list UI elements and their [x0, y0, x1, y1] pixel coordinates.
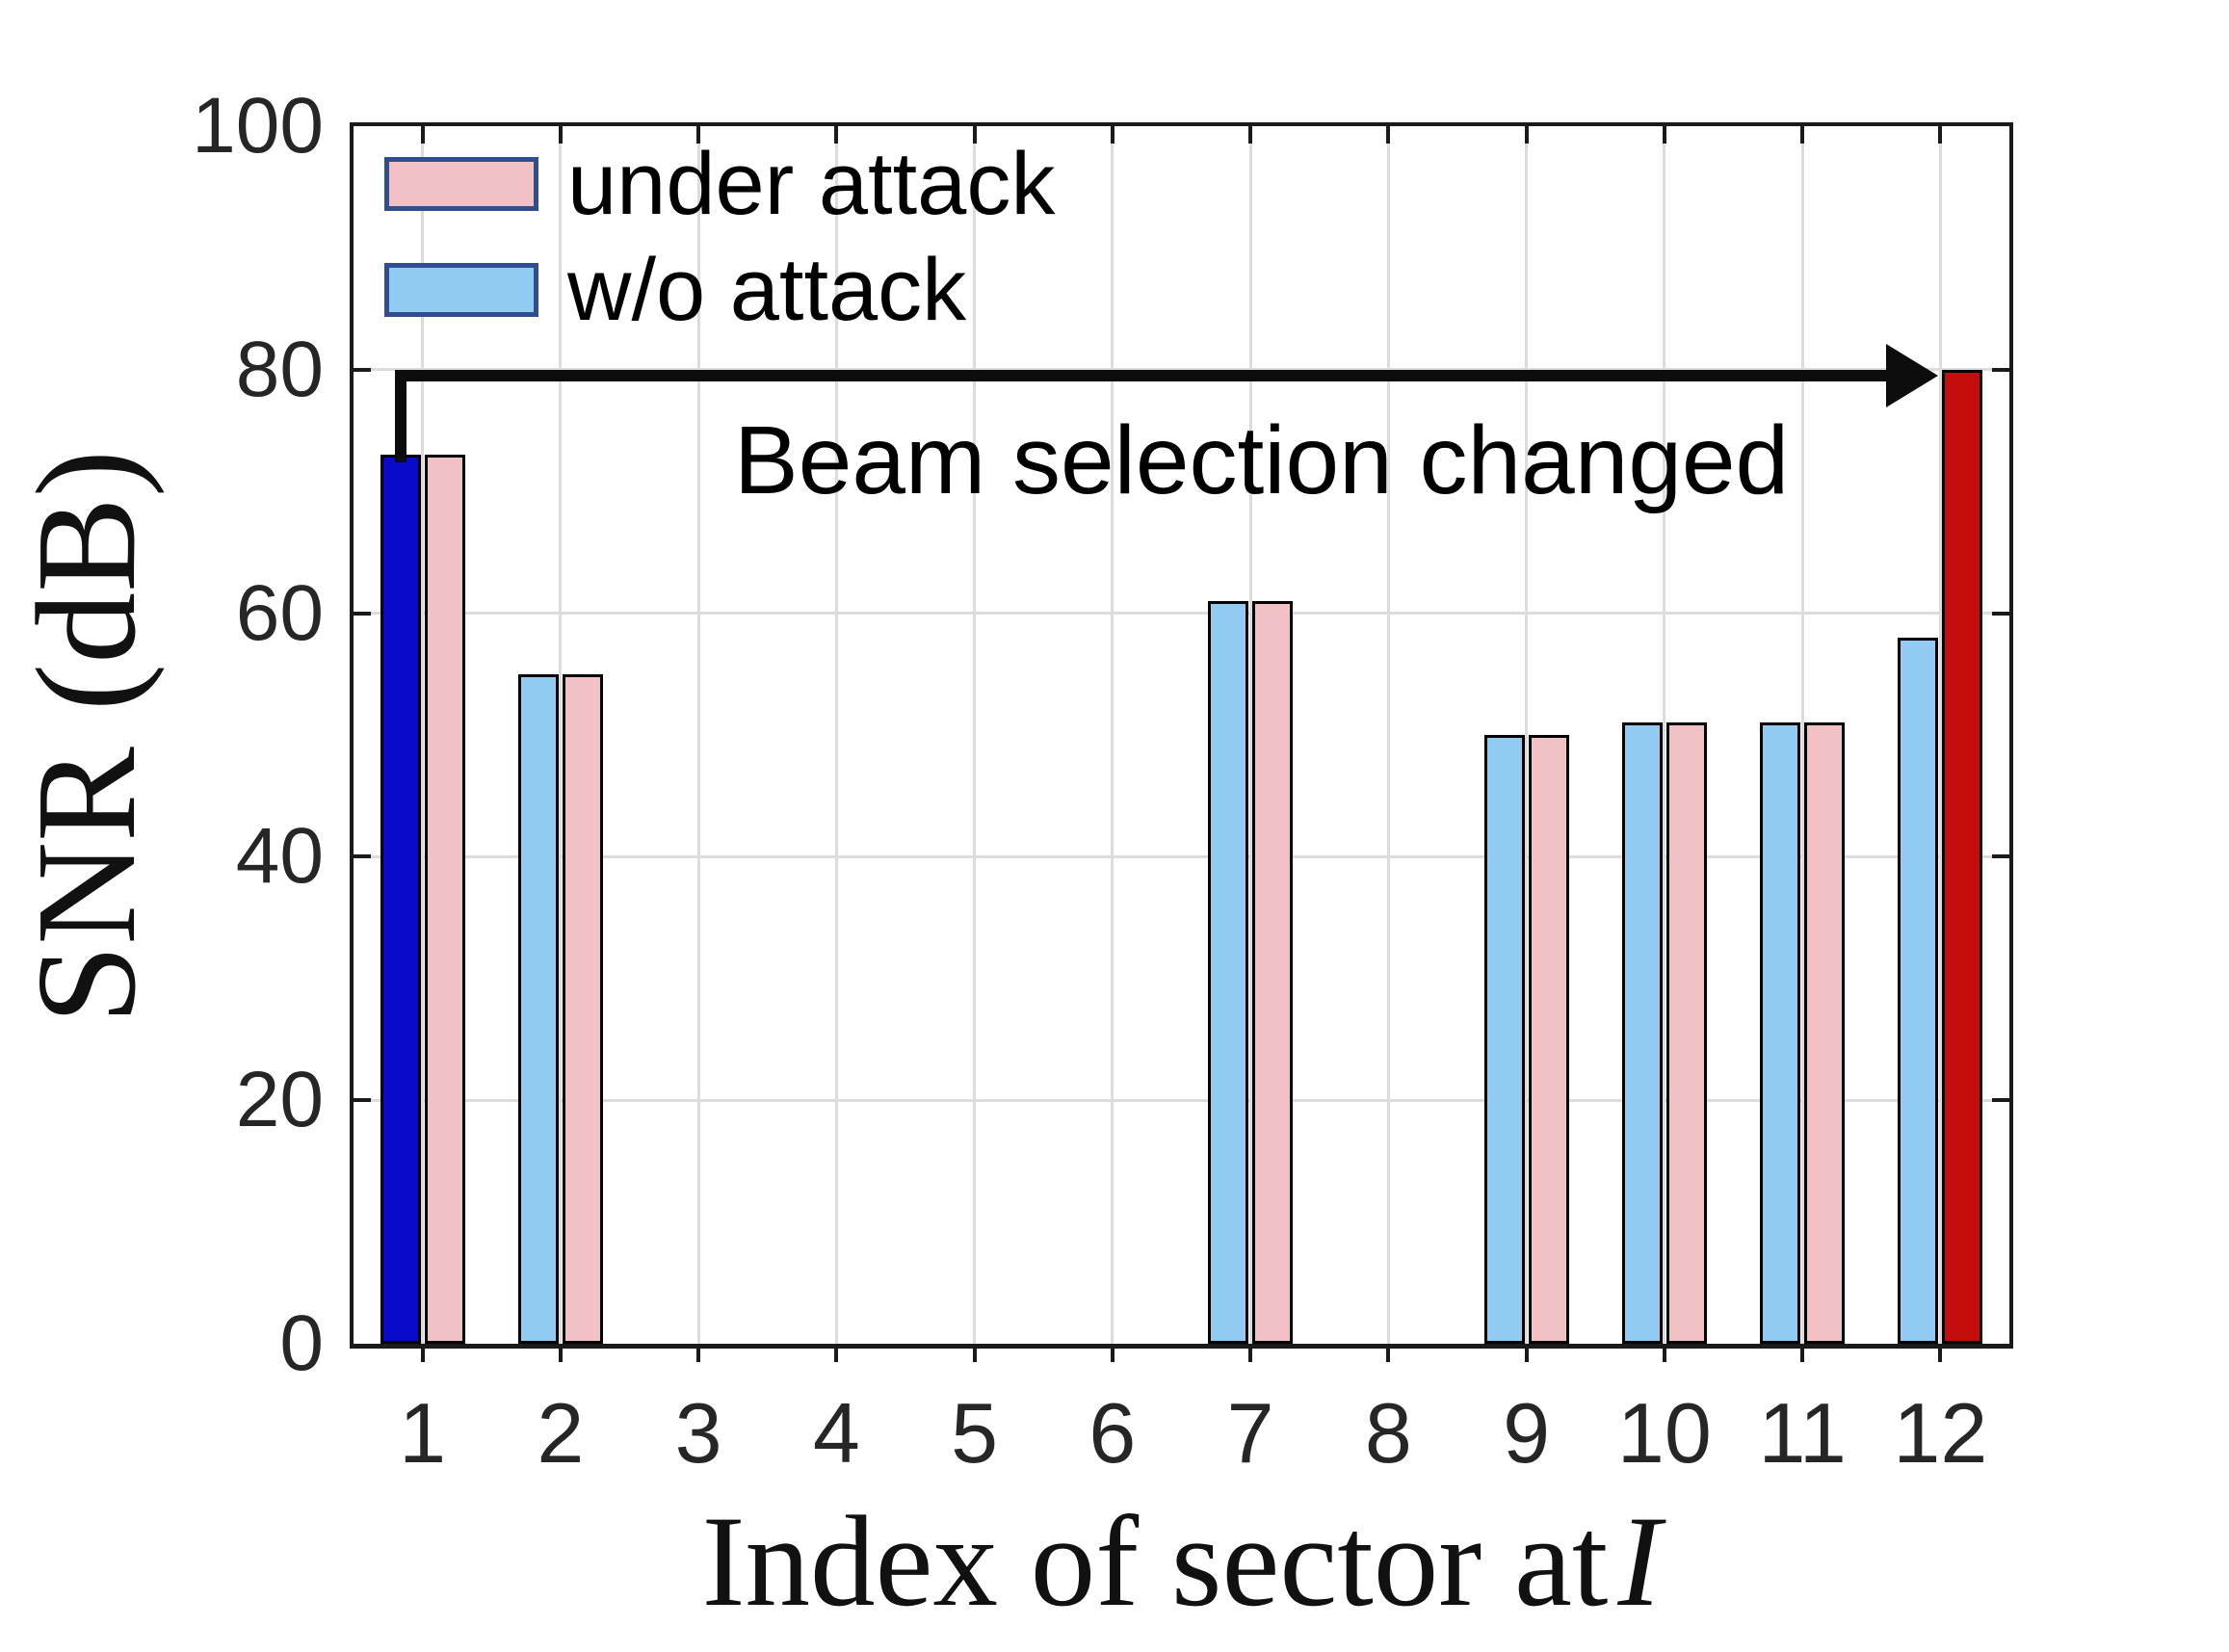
- plot-area: under attack w/o attack Beam selection c…: [350, 122, 2013, 1349]
- bar-sector-1-under-attack: [424, 455, 465, 1344]
- top-tick-1: [420, 126, 425, 144]
- bar-sector-1-w-o-attack: [380, 455, 421, 1344]
- x-tick-label-7: 7: [1226, 1385, 1274, 1481]
- gridline-horizontal-60: [354, 612, 2009, 616]
- bottom-tick-11: [1800, 1347, 1805, 1362]
- bar-sector-9-w-o-attack: [1483, 735, 1525, 1344]
- left-tick-80: [354, 367, 371, 372]
- bar-sector-11-under-attack: [1804, 722, 1846, 1344]
- y-tick-label-0: 0: [279, 1299, 324, 1387]
- x-tick-label-3: 3: [674, 1385, 722, 1481]
- gridline-vertical-4: [834, 126, 838, 1344]
- left-tick-20: [354, 1098, 371, 1103]
- top-tick-9: [1524, 126, 1529, 144]
- y-tick-label-20: 20: [235, 1056, 324, 1144]
- bottom-tick-2: [558, 1347, 563, 1362]
- bottom-tick-6: [1110, 1347, 1114, 1362]
- legend-item-wo-attack: w/o attack: [384, 244, 966, 336]
- bottom-tick-12: [1938, 1347, 1943, 1362]
- x-tick-label-6: 6: [1088, 1385, 1137, 1481]
- y-tick-label-80: 80: [235, 325, 324, 413]
- gridline-horizontal-20: [354, 1098, 2009, 1102]
- legend-item-under-attack: under attack: [384, 138, 1055, 230]
- x-tick-label-11: 11: [1758, 1385, 1847, 1481]
- x-tick-label-4: 4: [812, 1385, 860, 1481]
- x-tick-label-12: 12: [1893, 1385, 1988, 1481]
- top-tick-4: [834, 126, 839, 144]
- y-tick-label-60: 60: [235, 568, 324, 657]
- legend-swatch-wo-attack: [384, 263, 538, 317]
- bar-sector-12-w-o-attack: [1898, 637, 1939, 1344]
- top-tick-8: [1386, 126, 1391, 144]
- right-tick-80: [1992, 367, 2009, 372]
- bottom-tick-4: [834, 1347, 839, 1362]
- gridline-vertical-1: [421, 126, 425, 1344]
- gridline-vertical-6: [1111, 126, 1114, 1344]
- gridline-vertical-2: [559, 126, 563, 1344]
- bar-sector-11-w-o-attack: [1760, 722, 1801, 1344]
- legend-swatch-under-attack: [384, 157, 538, 211]
- top-tick-11: [1800, 126, 1805, 144]
- top-tick-10: [1662, 126, 1666, 144]
- top-tick-6: [1110, 126, 1114, 144]
- y-tick-label-100: 100: [192, 82, 324, 170]
- arrow-head-icon: [1886, 343, 1939, 407]
- gridline-vertical-10: [1663, 126, 1666, 1344]
- bottom-tick-8: [1386, 1347, 1391, 1362]
- left-tick-60: [354, 611, 371, 616]
- bar-sector-10-w-o-attack: [1621, 722, 1663, 1344]
- right-tick-60: [1992, 611, 2009, 616]
- bar-sector-2-w-o-attack: [517, 673, 559, 1344]
- x-axis-label-variable: I: [1617, 1490, 1662, 1634]
- top-tick-2: [558, 126, 563, 144]
- right-tick-20: [1992, 1098, 2009, 1103]
- x-axis-label: Index of sector atI: [350, 1485, 2013, 1639]
- bar-sector-7-under-attack: [1252, 600, 1294, 1344]
- x-tick-label-2: 2: [537, 1385, 585, 1481]
- y-axis-label: SNR (dB): [8, 449, 166, 1025]
- bar-sector-12-under-attack: [1942, 369, 1983, 1344]
- bar-sector-7-w-o-attack: [1208, 600, 1249, 1344]
- gridline-vertical-12: [1938, 126, 1942, 1344]
- right-tick-40: [1992, 854, 2009, 859]
- bottom-tick-9: [1524, 1347, 1529, 1362]
- arrow-vertical-segment: [394, 369, 406, 463]
- bar-sector-9-under-attack: [1528, 735, 1569, 1344]
- plot-inner: under attack w/o attack Beam selection c…: [354, 126, 2009, 1344]
- top-tick-7: [1248, 126, 1253, 144]
- left-tick-40: [354, 854, 371, 859]
- bottom-tick-3: [696, 1347, 701, 1362]
- arrow-horizontal-segment: [394, 369, 1887, 381]
- legend-label-under-attack: under attack: [567, 135, 1056, 233]
- gridline-vertical-9: [1525, 126, 1529, 1344]
- legend-label-wo-attack: w/o attack: [567, 241, 967, 339]
- bar-sector-2-under-attack: [562, 673, 603, 1344]
- bottom-tick-10: [1662, 1347, 1666, 1362]
- y-tick-label-40: 40: [235, 812, 324, 901]
- bottom-tick-5: [972, 1347, 977, 1362]
- top-tick-3: [696, 126, 701, 144]
- gridline-vertical-5: [973, 126, 977, 1344]
- x-tick-label-1: 1: [399, 1385, 447, 1481]
- x-axis-label-text: Index of sector at: [701, 1490, 1609, 1634]
- gridline-vertical-8: [1386, 126, 1390, 1344]
- x-tick-label-9: 9: [1503, 1385, 1551, 1481]
- x-tick-label-5: 5: [951, 1385, 999, 1481]
- bottom-tick-7: [1248, 1347, 1253, 1362]
- top-tick-5: [972, 126, 977, 144]
- x-tick-label-8: 8: [1364, 1385, 1412, 1481]
- top-tick-12: [1938, 126, 1943, 144]
- x-tick-label-10: 10: [1616, 1385, 1712, 1481]
- gridline-horizontal-40: [354, 854, 2009, 858]
- bottom-tick-1: [420, 1347, 425, 1362]
- gridline-vertical-7: [1248, 126, 1252, 1344]
- annotation-beam-selection-changed: Beam selection changed: [734, 406, 1790, 514]
- bar-sector-10-under-attack: [1665, 722, 1707, 1344]
- gridline-vertical-3: [696, 126, 700, 1344]
- gridline-vertical-11: [1800, 126, 1804, 1344]
